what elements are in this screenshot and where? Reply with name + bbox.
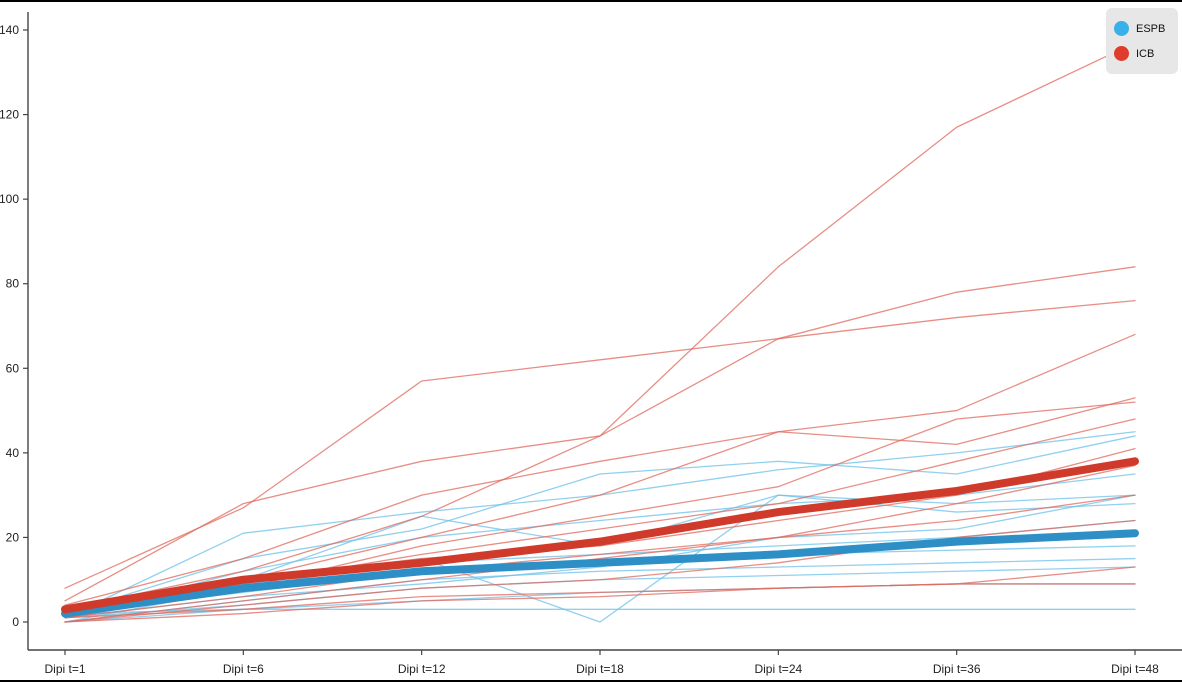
espb-legend-marker (1114, 21, 1129, 36)
mean-line-espb (61, 529, 1139, 618)
series-line-icb (64, 464, 1136, 623)
x-tick-label: Dipi t=48 (1111, 662, 1159, 676)
y-tick-label: 40 (6, 446, 20, 460)
series-line-icb (64, 42, 1136, 602)
mean-line-icb (61, 457, 1139, 614)
series-line-icb (64, 397, 1136, 606)
y-tick-label: 60 (6, 361, 20, 375)
y-tick-label: 20 (6, 530, 20, 544)
icb-legend-marker (1114, 46, 1129, 61)
x-tick-label: Dipi t=1 (44, 662, 85, 676)
legend-item-espb: ESPB (1112, 16, 1172, 41)
series-line-icb (64, 519, 1136, 623)
legend-label-icb: ICB (1136, 47, 1155, 60)
x-tick-label: Dipi t=36 (933, 662, 981, 676)
y-tick-label: 100 (0, 192, 19, 206)
series-line-icb (64, 266, 1136, 610)
x-tick-label: Dipi t=24 (754, 662, 802, 676)
y-tick-label: 80 (6, 277, 20, 291)
y-tick-label: 120 (0, 108, 19, 122)
y-tick-label: 0 (12, 615, 19, 629)
series-line-icb (64, 583, 1136, 619)
series-line-icb (64, 418, 1136, 615)
x-tick-label: Dipi t=12 (398, 662, 446, 676)
legend: ESPB ICB (1106, 8, 1178, 74)
series-line-icb (64, 494, 1136, 619)
x-tick-label: Dipi t=6 (223, 662, 264, 676)
figure-top-border (0, 0, 1182, 2)
x-tick-label: Dipi t=18 (576, 662, 624, 676)
legend-item-icb: ICB (1112, 41, 1172, 66)
series-line-icb (64, 299, 1136, 589)
figure-bottom-border (0, 680, 1182, 682)
y-tick-label: 140 (0, 23, 19, 37)
legend-label-espb: ESPB (1136, 22, 1166, 35)
